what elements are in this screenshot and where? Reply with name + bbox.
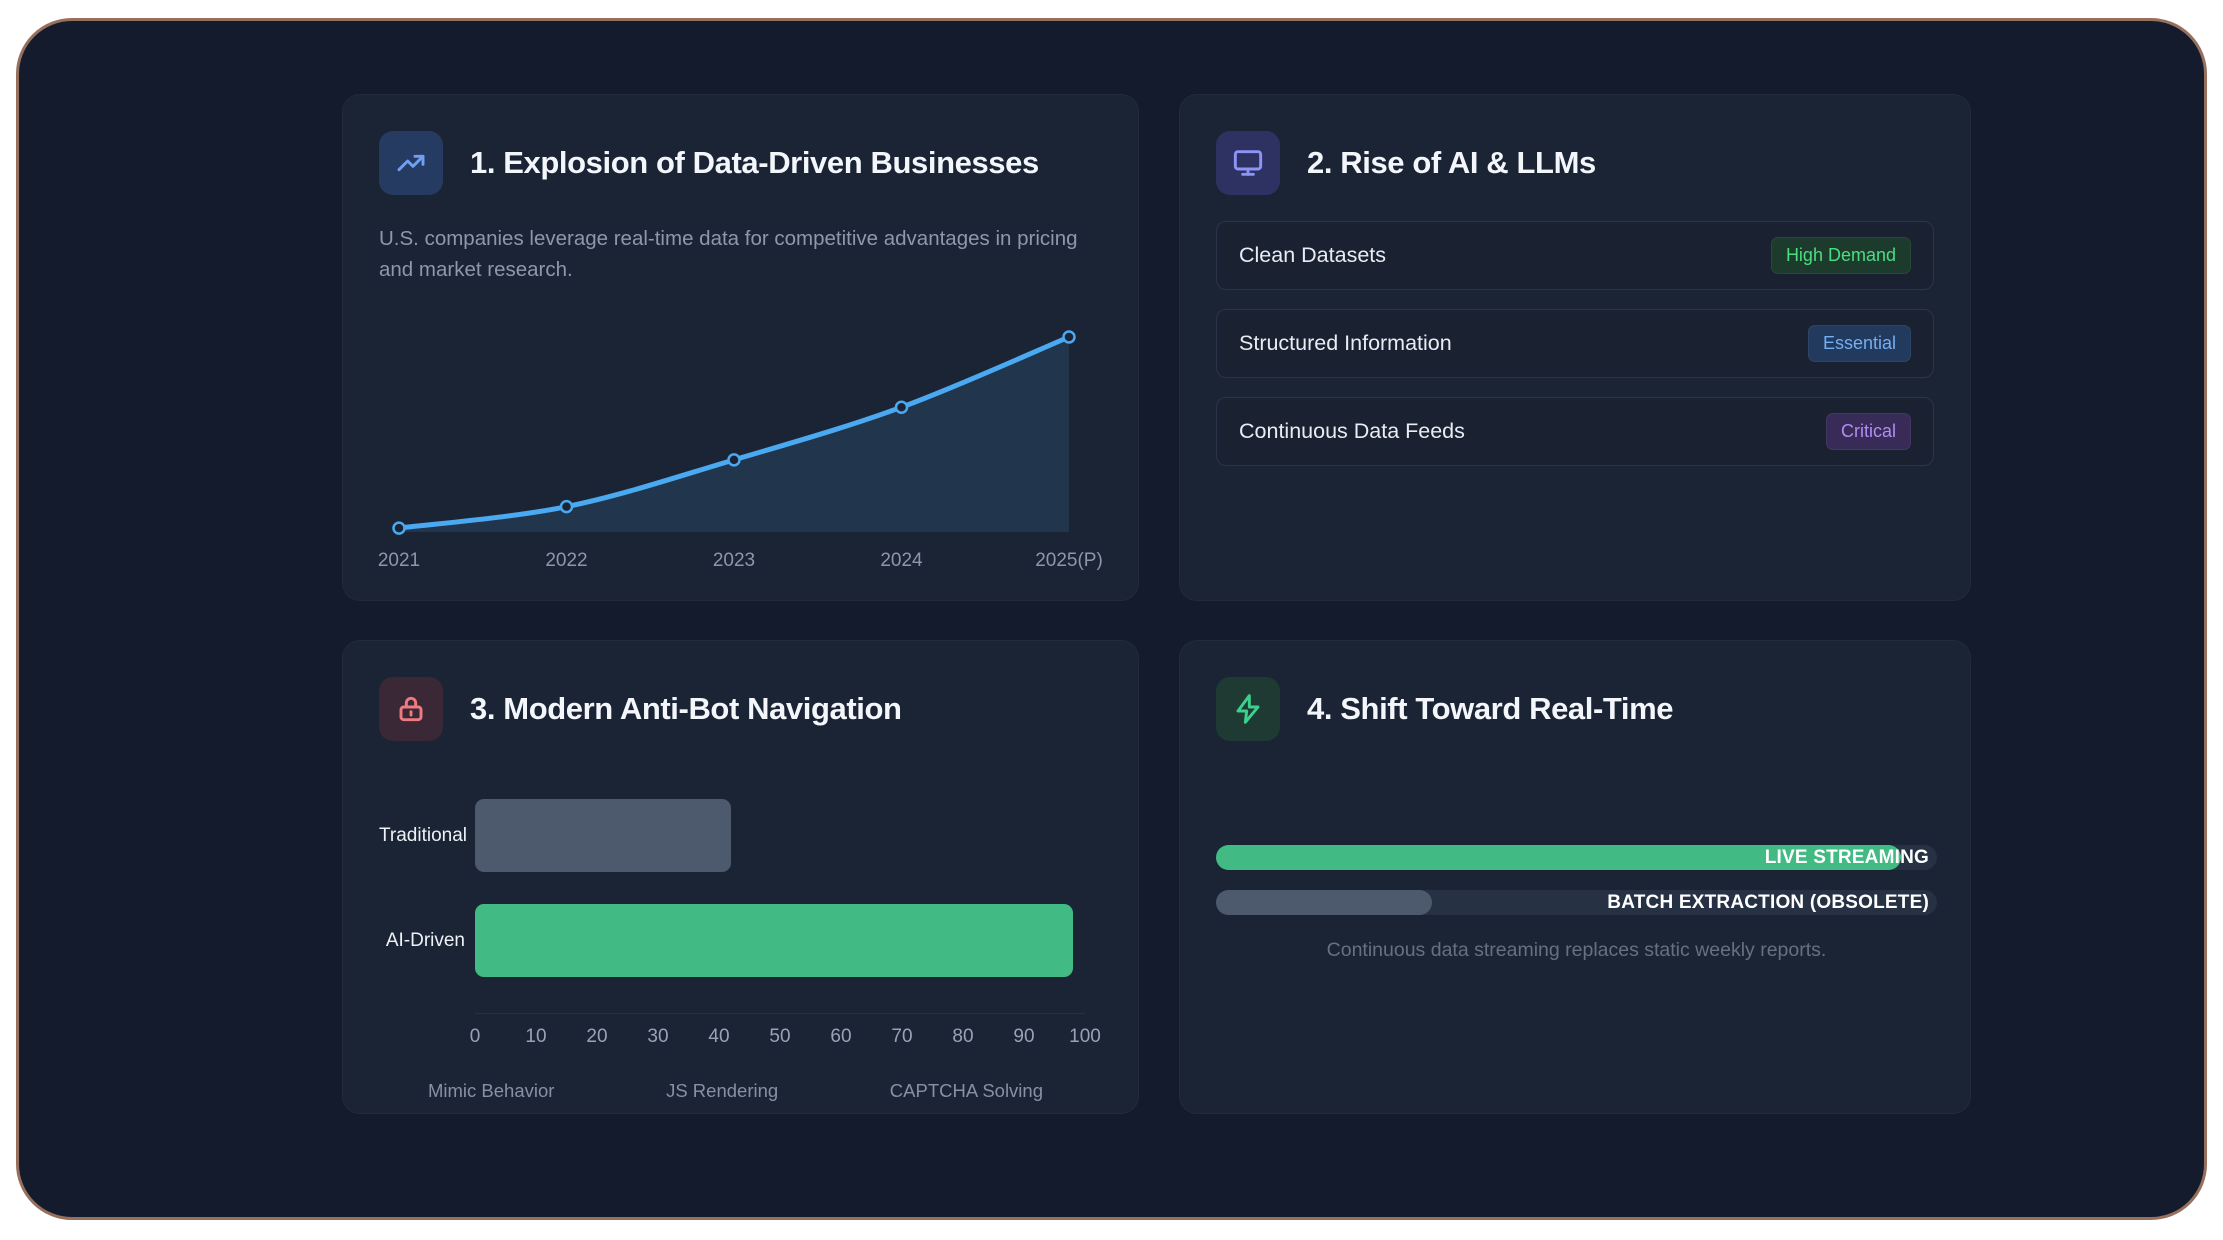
bar-chart-x-axis: 0 10 20 30 40 50 60 70 80 90 100 <box>470 1013 1101 1050</box>
card-ai-llms: 2. Rise of AI & LLMs Clean Datasets High … <box>1179 94 1971 601</box>
x-axis-label: 2024 <box>880 549 923 571</box>
card-title: 4. Shift Toward Real-Time <box>1307 691 1674 726</box>
feature-row: Structured Information Essential <box>1216 309 1934 378</box>
axis-tick-label: 40 <box>708 1026 730 1047</box>
data-point-marker <box>894 399 909 414</box>
x-axis-label: 2022 <box>545 549 588 571</box>
feature-list: Clean Datasets High Demand Structured Info… <box>1216 221 1934 466</box>
dashboard-panel: 1. Explosion of Data-Driven Businesses U… <box>16 18 2207 1220</box>
status-badge: Essential <box>1807 325 1911 362</box>
card-anti-bot: 3. Modern Anti-Bot Navigation Traditiona… <box>342 640 1139 1114</box>
x-axis-label: 2023 <box>712 549 756 571</box>
bar <box>475 799 732 872</box>
area-fill <box>399 336 1069 532</box>
card-grid: 1. Explosion of Data-Driven Businesses U… <box>342 94 1971 1114</box>
status-badge: Critical <box>1825 413 1911 450</box>
bar-category-label: Traditional <box>379 824 468 846</box>
monitor-icon <box>1216 131 1280 195</box>
axis-tick-label: 100 <box>1069 1026 1101 1047</box>
data-point-marker <box>727 452 741 467</box>
axis-tick-label: 20 <box>586 1026 608 1047</box>
progress-track: LIVE STREAMING <box>1216 845 1937 870</box>
status-badge: High Demand <box>1770 237 1911 274</box>
progress-fill <box>1216 845 1901 870</box>
bar-track <box>475 799 1085 872</box>
progress-fill <box>1216 890 1433 915</box>
x-axis-label: 2025(P) <box>1035 549 1103 571</box>
axis-tick-label: 10 <box>525 1026 547 1047</box>
bar-category-label: AI-Driven <box>385 929 465 951</box>
card-header: 2. Rise of AI & LLMs <box>1216 131 1934 195</box>
axis-tick-label: 60 <box>830 1026 852 1047</box>
data-point-marker <box>392 520 406 535</box>
progress-caption: Continuous data streaming replaces stati… <box>1326 939 1827 961</box>
growth-line-chart: 2021 2022 2023 2024 2025(P) <box>378 327 1103 576</box>
anti-bot-bar-chart: Traditional AI-Driven <box>379 799 1102 977</box>
bar-row: Traditional <box>379 799 1102 872</box>
trending-up-icon <box>379 131 443 195</box>
card-description: U.S. companies leverage real-time data f… <box>379 227 1078 281</box>
axis-tick-label: 70 <box>891 1026 913 1047</box>
card-header: 4. Shift Toward Real-Time <box>1216 677 1934 741</box>
data-point-marker <box>559 499 574 513</box>
chart-footnote: CAPTCHA Solving <box>889 1080 1043 1101</box>
progress-block: LIVE STREAMING BATCH EXTRACTION (OBSOLETE… <box>1216 845 1937 915</box>
progress-track: BATCH EXTRACTION (OBSOLETE) <box>1216 890 1937 915</box>
lock-icon <box>379 677 443 741</box>
card-header: 3. Modern Anti-Bot Navigation <box>379 677 1102 741</box>
zap-icon <box>1216 677 1280 741</box>
feature-label: Clean Datasets <box>1239 243 1386 267</box>
chart-footnote: Mimic Behavior <box>428 1080 555 1101</box>
card-data-driven: 1. Explosion of Data-Driven Businesses U… <box>342 94 1139 601</box>
feature-label: Structured Information <box>1239 331 1452 355</box>
axis-tick-label: 80 <box>952 1026 974 1047</box>
feature-row: Clean Datasets High Demand <box>1216 221 1934 290</box>
bar-row: AI-Driven <box>379 904 1102 977</box>
feature-row: Continuous Data Feeds Critical <box>1216 397 1934 466</box>
axis-tick-label: 90 <box>1013 1026 1035 1047</box>
axis-tick-label: 50 <box>769 1026 791 1047</box>
progress-label: BATCH EXTRACTION (OBSOLETE) <box>1607 891 1929 913</box>
axis-tick-label: 30 <box>647 1026 669 1047</box>
bar-track <box>475 904 1085 977</box>
line-chart-x-axis: 2021 2022 2023 2024 2025(P) <box>378 549 1103 576</box>
progress-label: LIVE STREAMING <box>1764 846 1929 868</box>
card-header: 1. Explosion of Data-Driven Businesses <box>379 131 1102 195</box>
card-title: 1. Explosion of Data-Driven Businesses <box>470 145 1039 180</box>
card-title: 3. Modern Anti-Bot Navigation <box>470 691 902 726</box>
x-axis-label: 2021 <box>377 549 421 571</box>
line-chart-svg <box>392 329 1076 535</box>
card-real-time: 4. Shift Toward Real-Time LIVE STREAMING… <box>1179 640 1971 1114</box>
card-title: 2. Rise of AI & LLMs <box>1307 145 1596 180</box>
axis-tick-label: 0 <box>469 1026 481 1047</box>
feature-label: Continuous Data Feeds <box>1239 419 1465 443</box>
data-point-marker <box>1062 329 1076 344</box>
bar-chart-footnotes: Mimic Behavior JS Rendering CAPTCHA Solvin… <box>428 1080 1043 1102</box>
bar <box>475 904 1073 977</box>
chart-footnote: JS Rendering <box>666 1080 779 1101</box>
